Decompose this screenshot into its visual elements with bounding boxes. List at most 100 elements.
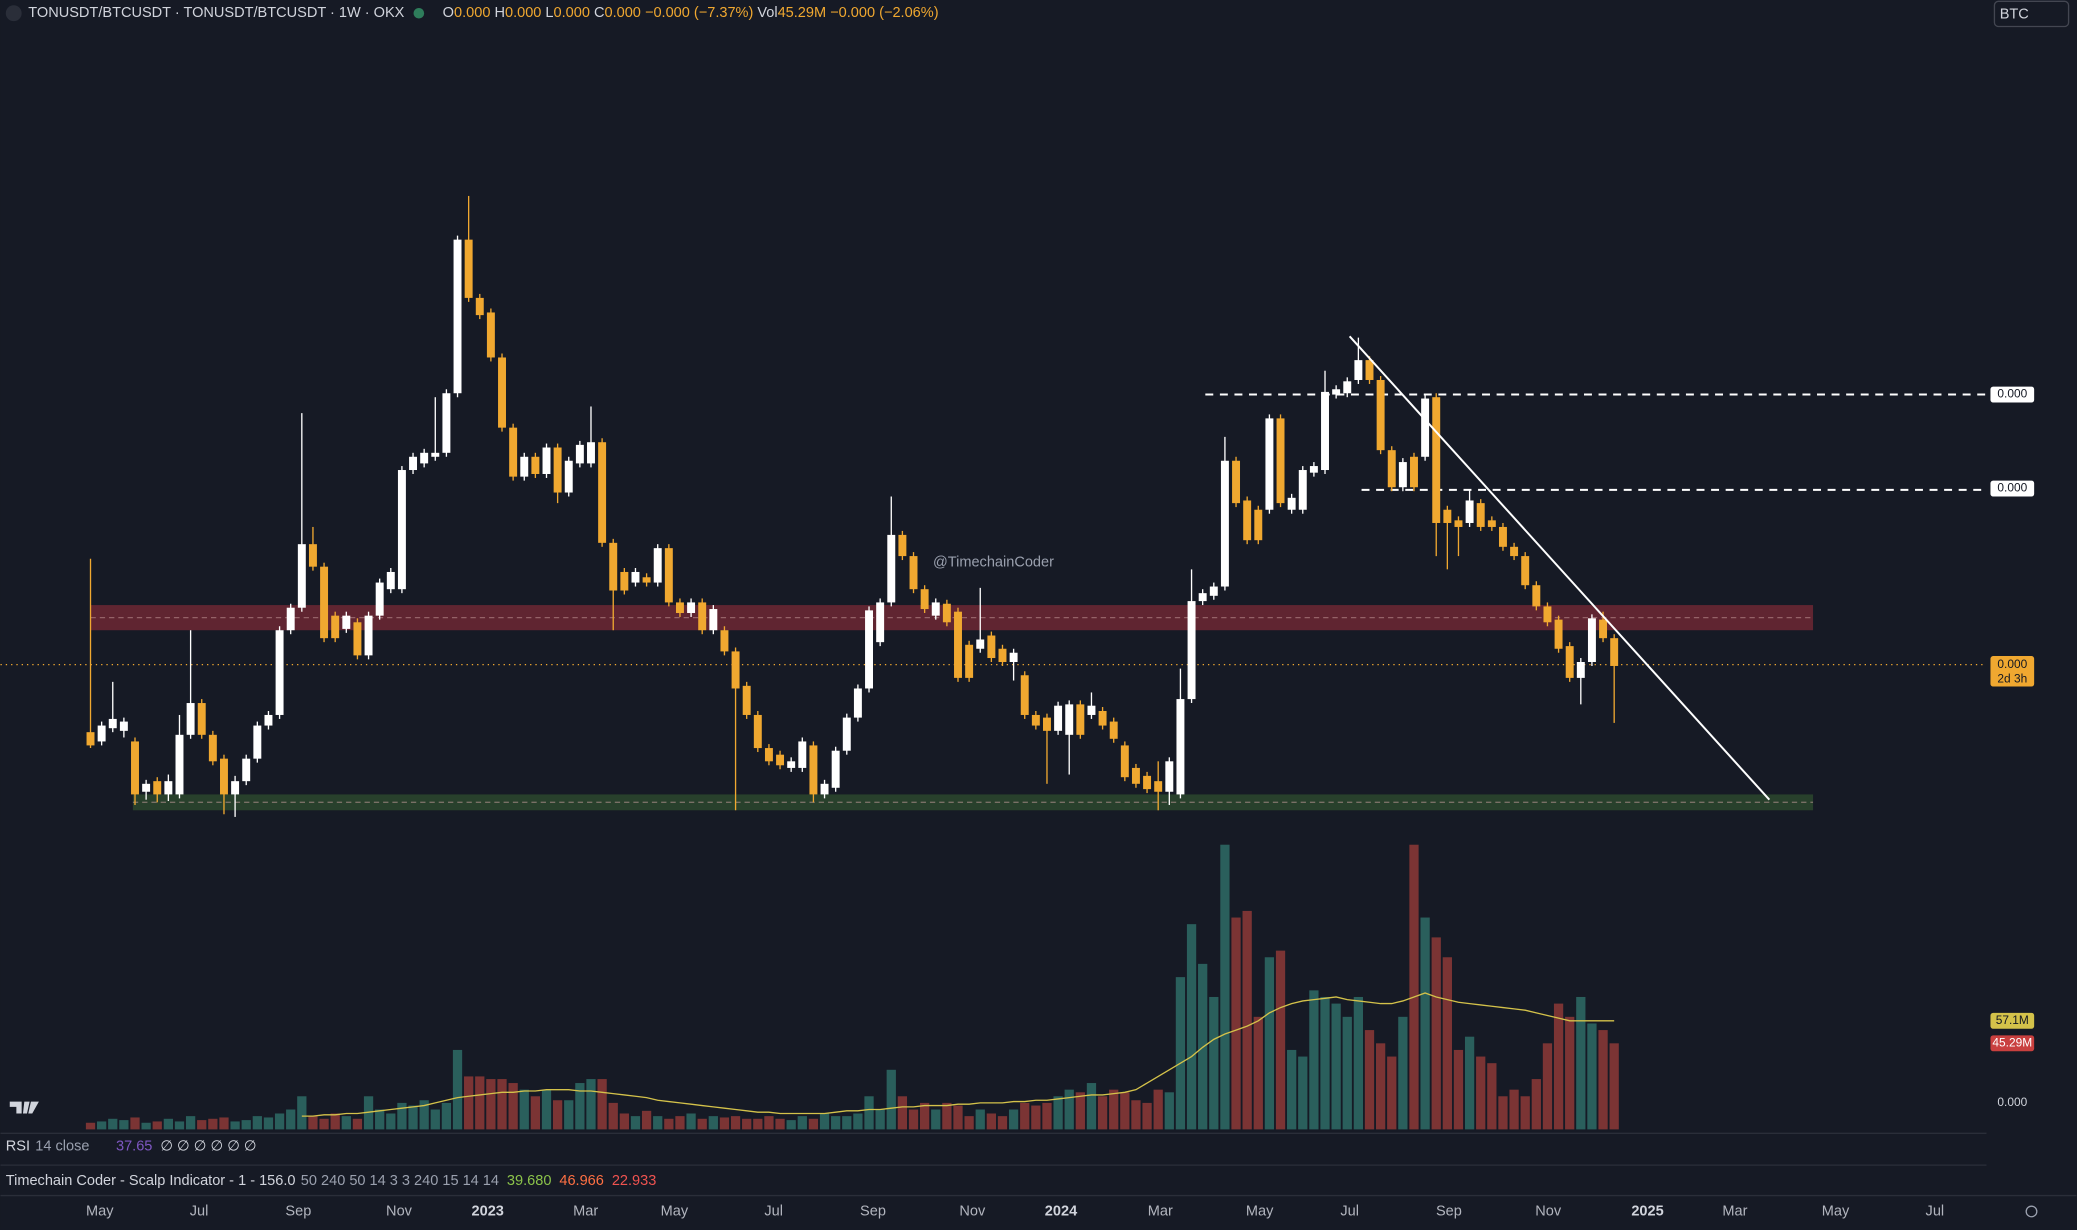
volume-bar xyxy=(108,1118,118,1130)
candle-body xyxy=(1198,593,1207,602)
candle-body xyxy=(386,571,395,590)
volume-bar xyxy=(864,1096,874,1130)
candle-body xyxy=(1599,619,1608,639)
candle-body xyxy=(920,589,929,610)
volume-bar xyxy=(130,1117,140,1130)
candle-body xyxy=(853,688,862,718)
volume-bar xyxy=(831,1116,841,1130)
candle-body xyxy=(887,534,896,603)
logo-shape[interactable] xyxy=(9,1101,39,1114)
candle-body xyxy=(108,718,117,729)
volume-bar xyxy=(1287,1049,1297,1130)
candle-body xyxy=(831,750,840,788)
candle-body xyxy=(709,609,718,631)
volume-bar xyxy=(975,1109,985,1130)
candle-body xyxy=(1154,781,1163,792)
volume-bar xyxy=(1520,1096,1530,1130)
volume-bar xyxy=(1008,1109,1019,1130)
market-status xyxy=(413,7,425,19)
symbol[interactable]: TONUSDT/BTCUSDT · TONUSDT/BTCUSDT · 1W ·… xyxy=(28,5,404,21)
candle-body xyxy=(1287,497,1296,510)
candle-body xyxy=(764,748,773,762)
volume-bar xyxy=(753,1118,763,1130)
volume-bar xyxy=(1298,1056,1308,1130)
last-price-label-box xyxy=(1990,656,2035,687)
candle-body xyxy=(1565,646,1574,678)
candle-body xyxy=(876,602,885,643)
volume-bar xyxy=(1075,1092,1085,1130)
candle-body xyxy=(1365,360,1374,380)
candle-body xyxy=(1020,675,1029,715)
scalp-params: 50 240 50 14 3 3 240 15 14 14 xyxy=(301,1173,499,1189)
volume-bar xyxy=(908,1109,919,1130)
quote-part: H xyxy=(490,5,505,21)
volume-bar xyxy=(886,1069,896,1130)
volume-bar xyxy=(1097,1096,1108,1130)
time-label: Jul xyxy=(1340,1203,1359,1219)
settings-icon[interactable] xyxy=(2025,1205,2038,1218)
volume-bar xyxy=(764,1116,774,1130)
volume-bar xyxy=(319,1118,329,1130)
level-label: 0.000 xyxy=(1997,387,2027,401)
quote-part: C xyxy=(590,5,605,21)
volume-bar xyxy=(375,1109,385,1130)
candle-body xyxy=(564,460,573,493)
volume-bar xyxy=(1598,1030,1608,1130)
volume-bar xyxy=(352,1118,363,1130)
candle-body xyxy=(220,758,228,795)
rsi-legend[interactable]: RSI 14 close 37.65 ∅ ∅ ∅ ∅ ∅ ∅ xyxy=(6,1138,257,1154)
candle-body xyxy=(197,703,206,735)
volume-bar xyxy=(931,1109,941,1130)
candle-body xyxy=(131,741,139,795)
candle-body xyxy=(809,745,818,795)
volume-bar xyxy=(1409,844,1419,1130)
volume-bar xyxy=(1442,957,1452,1130)
candle-body xyxy=(1187,601,1196,700)
volume-bar xyxy=(308,1116,318,1130)
candle-body xyxy=(1054,705,1063,731)
currency-box[interactable] xyxy=(1993,0,2070,28)
quote-part: L xyxy=(541,5,553,21)
volume-bar xyxy=(586,1079,596,1130)
last-price-label-sub: 2d 3h xyxy=(1997,671,2027,685)
volume-bar xyxy=(330,1113,340,1130)
volume-bar xyxy=(119,1120,129,1130)
currency[interactable]: BTC xyxy=(2000,6,2029,22)
volume-bar xyxy=(653,1116,663,1130)
candle-body xyxy=(86,732,95,746)
time-label: Jul xyxy=(190,1203,209,1219)
scalp-legend[interactable]: Timechain Coder - Scalp Indicator - 1 - … xyxy=(6,1173,657,1189)
candle-body xyxy=(231,781,240,795)
volume-bar xyxy=(1275,950,1286,1130)
volume-axis-label: 0.000 xyxy=(1997,1095,2027,1109)
candle-body xyxy=(1454,520,1463,527)
volume-bar xyxy=(1565,1016,1575,1130)
candle-body xyxy=(308,544,317,567)
symbol-icon[interactable] xyxy=(5,5,22,22)
time-label: Mar xyxy=(573,1203,598,1219)
tv-logo[interactable] xyxy=(9,1101,39,1114)
candle-body xyxy=(731,651,740,689)
time-label: Sep xyxy=(285,1203,311,1219)
volume-bar xyxy=(97,1121,107,1130)
volume-bar xyxy=(1031,1105,1041,1130)
volume-bar xyxy=(163,1118,173,1130)
candle-body xyxy=(431,452,440,457)
candle-body xyxy=(542,447,551,474)
candle-body xyxy=(1443,509,1452,523)
candle-body xyxy=(520,456,529,477)
candle-body xyxy=(1143,775,1152,790)
volume-last-label-box xyxy=(1990,1035,2035,1052)
volume-bar xyxy=(1131,1100,1141,1130)
volume-ma xyxy=(301,992,1615,1117)
volume-bar xyxy=(286,1109,296,1130)
volume-bar xyxy=(719,1117,730,1130)
volume-bar xyxy=(1498,1096,1508,1130)
rsi-extra: ∅ ∅ ∅ ∅ ∅ ∅ xyxy=(160,1138,256,1154)
volume-bar xyxy=(552,1100,563,1130)
candle-body xyxy=(1498,526,1507,547)
candle-body xyxy=(464,239,473,298)
time-label: Sep xyxy=(860,1203,886,1219)
candle-body xyxy=(1120,745,1129,778)
